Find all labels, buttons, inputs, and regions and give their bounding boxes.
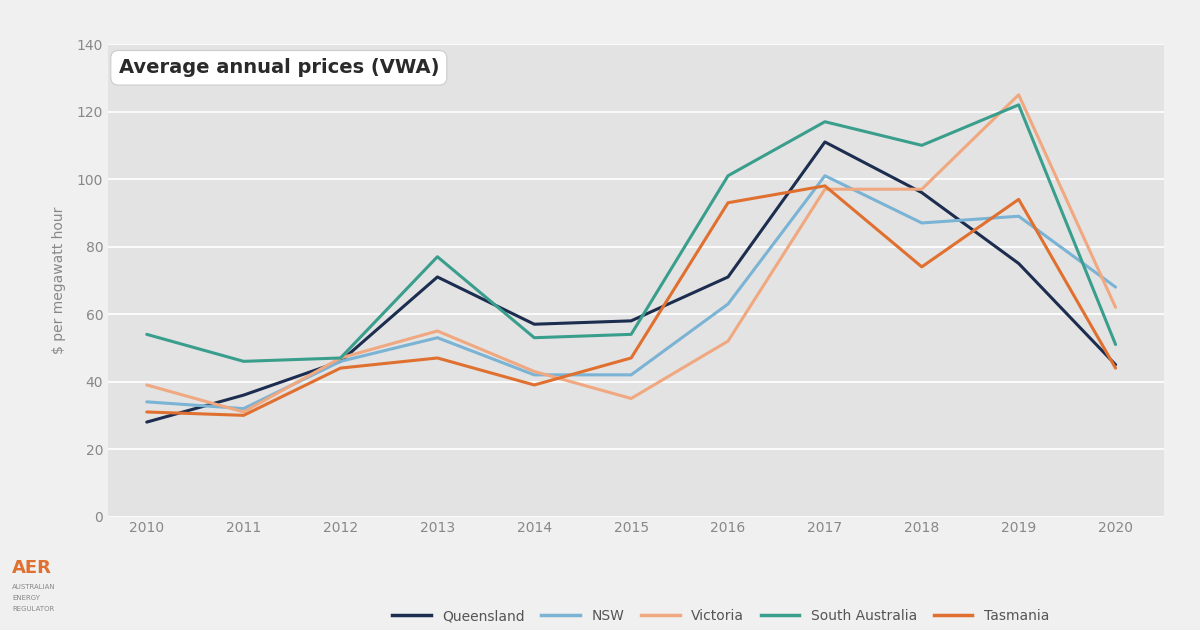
Text: ENERGY: ENERGY — [12, 595, 40, 601]
Legend: Queensland, NSW, Victoria, South Australia, Tasmania: Queensland, NSW, Victoria, South Austral… — [392, 609, 1049, 623]
Text: Average annual prices (VWA): Average annual prices (VWA) — [119, 58, 439, 77]
Text: REGULATOR: REGULATOR — [12, 605, 54, 612]
Y-axis label: $ per megawatt hour: $ per megawatt hour — [52, 207, 66, 354]
Text: AUSTRALIAN: AUSTRALIAN — [12, 585, 55, 590]
Text: AER: AER — [12, 559, 52, 578]
